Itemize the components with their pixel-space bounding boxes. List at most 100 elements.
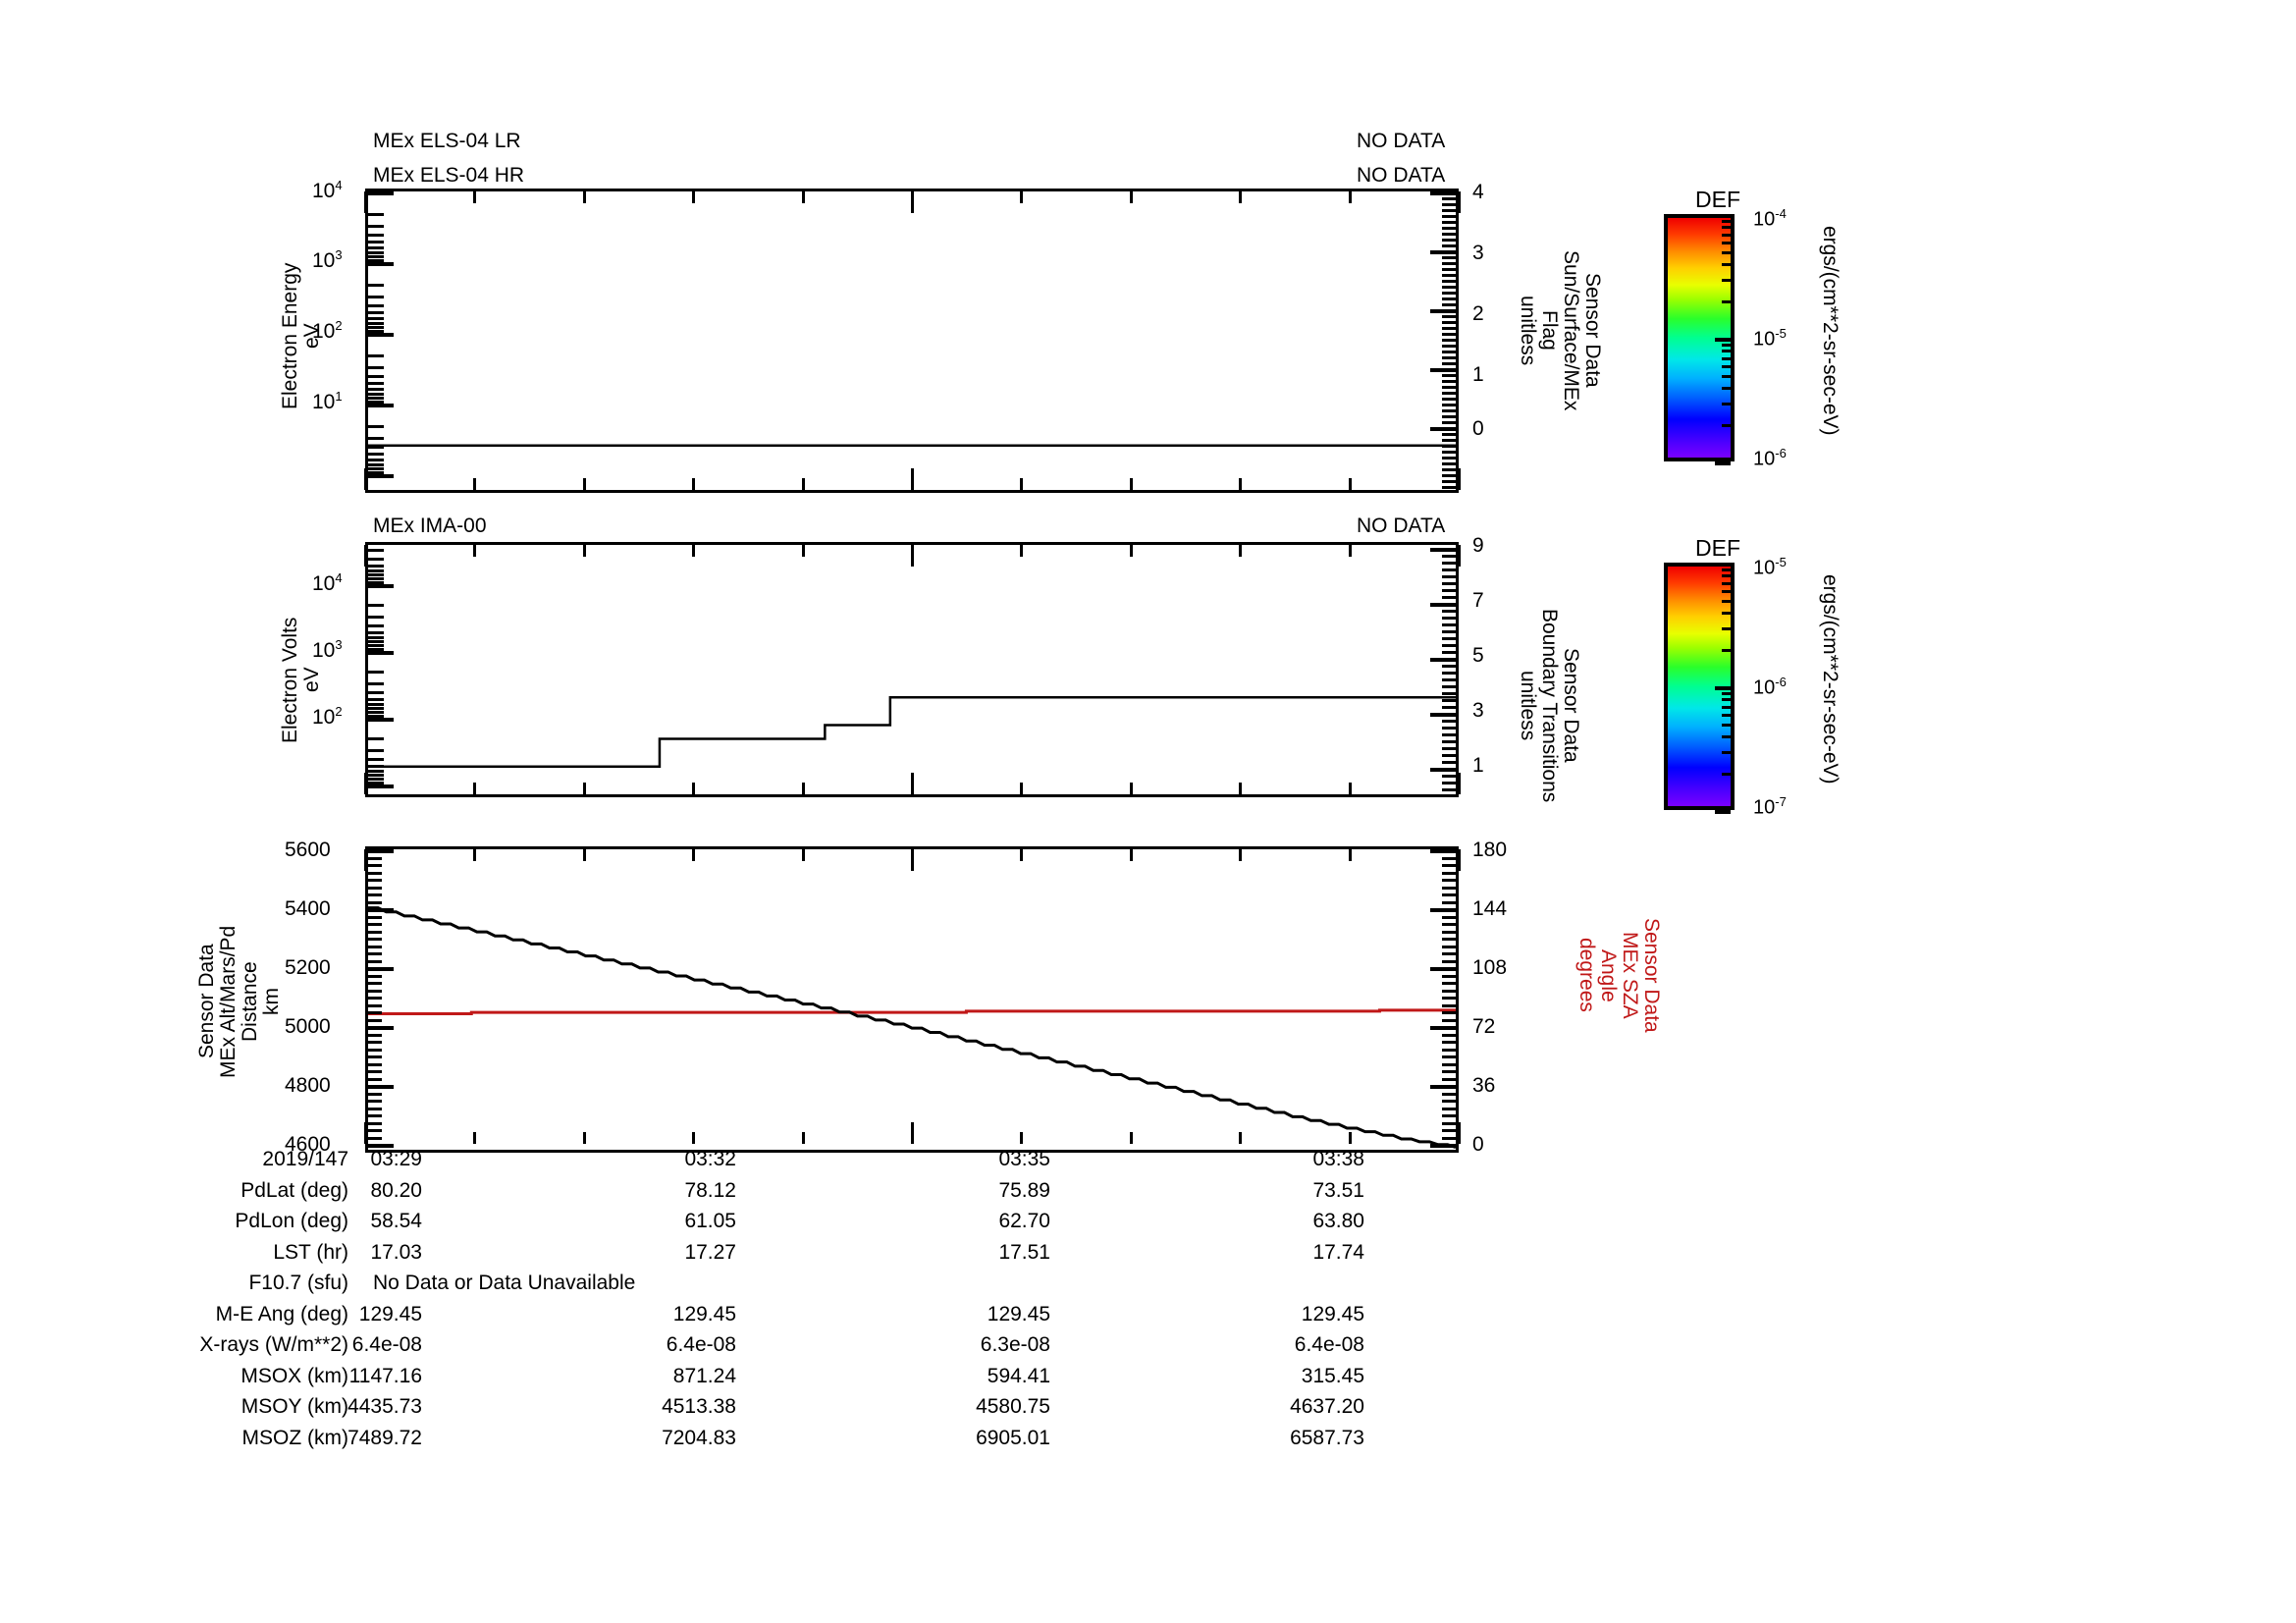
colorbar2-unit-label: ergs/(cm**2-sr-sec-eV) — [1819, 574, 1842, 784]
panel1-rtick-4: 4 — [1472, 181, 1484, 203]
panel1-rtick-1: 1 — [1472, 363, 1484, 386]
footer-row-value: 7489.72 — [347, 1426, 422, 1449]
footer-row-value: 129.45 — [1301, 1302, 1364, 1325]
panel3-rtick-0: 0 — [1472, 1133, 1484, 1156]
panel2-trace-label: MEx IMA-00 — [373, 514, 487, 537]
colorbar1-unit-label: ergs/(cm**2-sr-sec-eV) — [1819, 226, 1842, 436]
colorbar2-title: DEF — [1695, 535, 1740, 561]
footer-row-value: 4435.73 — [347, 1395, 422, 1418]
panel1-ytick-1e4: 104 — [312, 178, 343, 202]
panel3-rtick-108: 108 — [1472, 956, 1508, 979]
panel1-trace-lr-label: MEx ELS-04 LR — [373, 130, 521, 152]
panel2-status: NO DATA — [1357, 514, 1446, 537]
footer-row-label: MSOY (km) — [240, 1395, 348, 1418]
footer-row-value: 03:29 — [370, 1148, 422, 1170]
panel2-rtick-7: 7 — [1472, 589, 1484, 612]
panel2-rtick-1: 1 — [1472, 754, 1484, 777]
colorbar2-tick-mid: 10-6 — [1753, 675, 1787, 699]
footer-row-value: 594.41 — [987, 1364, 1050, 1387]
footer-row-value: 129.45 — [358, 1302, 422, 1325]
footer-row-value: 17.03 — [370, 1240, 422, 1264]
colorbar1-tick-top: 10-4 — [1753, 206, 1787, 231]
footer-row-value: 6.4e-08 — [666, 1333, 736, 1356]
panel2-y-axis-label: Electron Volts eV — [279, 617, 324, 743]
footer-row-value: 315.45 — [1301, 1364, 1364, 1387]
panel-ima-traces — [368, 695, 1456, 769]
footer-row-value: 4513.38 — [662, 1395, 736, 1418]
panel1-rtick-3: 3 — [1472, 242, 1484, 264]
footer-row-value: 6587.73 — [1290, 1426, 1364, 1449]
panel1-ytick-1e1: 101 — [312, 389, 343, 413]
colorbar1-gradient — [1664, 214, 1735, 461]
panel2-ytick-1e4: 104 — [312, 570, 343, 595]
footer-row-value: No Data or Data Unavailable — [373, 1271, 636, 1294]
footer-row-value: 03:35 — [998, 1148, 1050, 1170]
footer-row-value: 871.24 — [672, 1364, 736, 1387]
footer-row-value: 73.51 — [1312, 1178, 1364, 1202]
colorbar2-tick-top: 10-5 — [1753, 555, 1787, 579]
panel3-right-axis-label: Sensor Data MEx SZA Angle degrees — [1575, 918, 1664, 1033]
axis-tick — [1715, 461, 1731, 465]
footer-row-value: 80.20 — [370, 1178, 422, 1202]
footer-row-value: 78.12 — [684, 1178, 736, 1202]
panel3-ytick-5200: 5200 — [285, 956, 331, 979]
panel2-rtick-9: 9 — [1472, 534, 1484, 557]
axis-tick — [1715, 810, 1731, 814]
footer-row-value: 129.45 — [987, 1302, 1050, 1325]
footer-row-value: 62.70 — [998, 1210, 1050, 1232]
panel3-rtick-180: 180 — [1472, 839, 1508, 861]
panel3-ytick-4800: 4800 — [285, 1074, 331, 1097]
panel3-ytick-5000: 5000 — [285, 1015, 331, 1038]
footer-row-label: X-rays (W/m**2) — [199, 1333, 348, 1356]
panel3-ytick-5400: 5400 — [285, 897, 331, 920]
panel1-rtick-2: 2 — [1472, 302, 1484, 325]
panel2-right-axis-label: Sensor Data Boundary Transitions unitles… — [1517, 609, 1583, 803]
panel3-rtick-36: 36 — [1472, 1074, 1496, 1097]
panel3-ytick-5600: 5600 — [285, 839, 331, 861]
panel2-ytick-1e2: 102 — [312, 704, 343, 729]
footer-row-value: 17.74 — [1312, 1240, 1364, 1264]
colorbar1-tick-mid: 10-5 — [1753, 326, 1787, 351]
colorbar1-tick-bot: 10-6 — [1753, 446, 1787, 470]
panel-alt-plot-area — [365, 846, 1459, 1153]
footer-row-label: M-E Ang (deg) — [215, 1302, 348, 1325]
footer-row-label: LST (hr) — [273, 1240, 348, 1264]
panel-ima-plot-area — [365, 542, 1459, 797]
panel1-status-lr: NO DATA — [1357, 130, 1446, 152]
panel1-rtick-0: 0 — [1472, 417, 1484, 440]
footer-row-value: 129.45 — [672, 1302, 736, 1325]
colorbar1-title: DEF — [1695, 187, 1740, 212]
footer-row-label: PdLon (deg) — [235, 1210, 348, 1232]
panel2-rtick-5: 5 — [1472, 644, 1484, 667]
panel3-y-axis-label: Sensor Data MEx Alt/Mars/Pd Distance km — [195, 925, 284, 1078]
footer-row-value: 4580.75 — [976, 1395, 1050, 1418]
footer-row-value: 7204.83 — [662, 1426, 736, 1449]
footer-row-value: 6.4e-08 — [351, 1333, 422, 1356]
panel1-ytick-1e2: 102 — [312, 318, 343, 343]
panel2-ytick-1e3: 103 — [312, 637, 343, 662]
panel3-rtick-144: 144 — [1472, 897, 1508, 920]
footer-row-value: 6.3e-08 — [980, 1333, 1050, 1356]
colorbar2-gradient — [1664, 563, 1735, 810]
panel-els-traces — [368, 444, 1456, 447]
footer-row-value: 1147.16 — [348, 1364, 422, 1387]
panel3-rtick-72: 72 — [1472, 1015, 1496, 1038]
footer-row-label: MSOZ (km) — [241, 1426, 348, 1449]
footer-row-value: 63.80 — [1312, 1210, 1364, 1232]
panel3-ytick-4600: 4600 — [285, 1133, 331, 1156]
footer-row-value: 6905.01 — [976, 1426, 1050, 1449]
panel1-right-axis-label: Sensor Data Sun/Surface/MEx Flag unitles… — [1517, 250, 1605, 411]
footer-row-value: 58.54 — [370, 1210, 422, 1232]
footer-row-label: 2019/147 — [262, 1148, 348, 1170]
footer-row-value: 17.51 — [998, 1240, 1050, 1264]
footer-row-label: MSOX (km) — [240, 1364, 348, 1387]
panel1-trace-hr-label: MEx ELS-04 HR — [373, 164, 525, 187]
footer-row-value: 6.4e-08 — [1294, 1333, 1364, 1356]
footer-row-label: F10.7 (sfu) — [248, 1271, 348, 1294]
footer-row-value: 75.89 — [998, 1178, 1050, 1202]
footer-row-label: PdLat (deg) — [240, 1178, 348, 1202]
panel-alt-traces — [368, 906, 1456, 1149]
footer-row-value: 61.05 — [684, 1210, 736, 1232]
panel-els-plot-area — [365, 189, 1459, 493]
